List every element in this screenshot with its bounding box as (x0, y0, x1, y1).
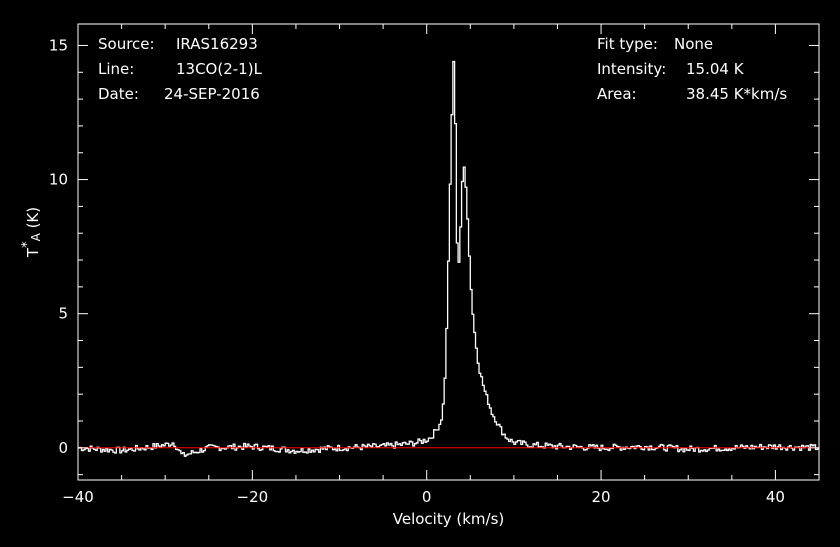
y-axis-label-sub: A (29, 232, 43, 241)
x-tick-label: −40 (62, 488, 94, 506)
fit-type-label: Fit type: (597, 35, 658, 53)
y-tick-label: 10 (49, 171, 68, 189)
fit-type-value: None (674, 35, 714, 53)
source-label: Source: (98, 35, 155, 53)
svg-text:T*A (K): T*A (K) (20, 207, 43, 258)
intensity-label: Intensity: (597, 60, 667, 78)
x-tick-label: 0 (422, 488, 432, 506)
y-axis-label-star: * (20, 241, 35, 248)
spectrum-line (78, 60, 819, 457)
x-axis-label: Velocity (km/s) (393, 510, 504, 528)
area-label: Area: (597, 85, 637, 103)
plot-frame (77, 23, 820, 481)
y-axis-label-T: T (24, 247, 42, 258)
line-value: 13CO(2-1)L (176, 60, 262, 78)
date-value: 24-SEP-2016 (164, 85, 260, 103)
intensity-value: 15.04 K (686, 60, 744, 78)
area-value: 38.45 K*km/s (686, 85, 788, 103)
y-tick-label: 15 (49, 36, 68, 54)
x-tick-label: 40 (766, 488, 785, 506)
y-axis-label: T*A (K) (20, 207, 43, 258)
source-value: IRAS16293 (176, 35, 258, 53)
x-tick-label: 20 (592, 488, 611, 506)
line-label: Line: (98, 60, 135, 78)
y-axis-label-unit: (K) (24, 207, 42, 233)
x-tick-label: −20 (237, 488, 269, 506)
date-label: Date: (98, 85, 139, 103)
y-tick-label: 0 (58, 439, 68, 457)
y-tick-label: 5 (58, 305, 68, 323)
